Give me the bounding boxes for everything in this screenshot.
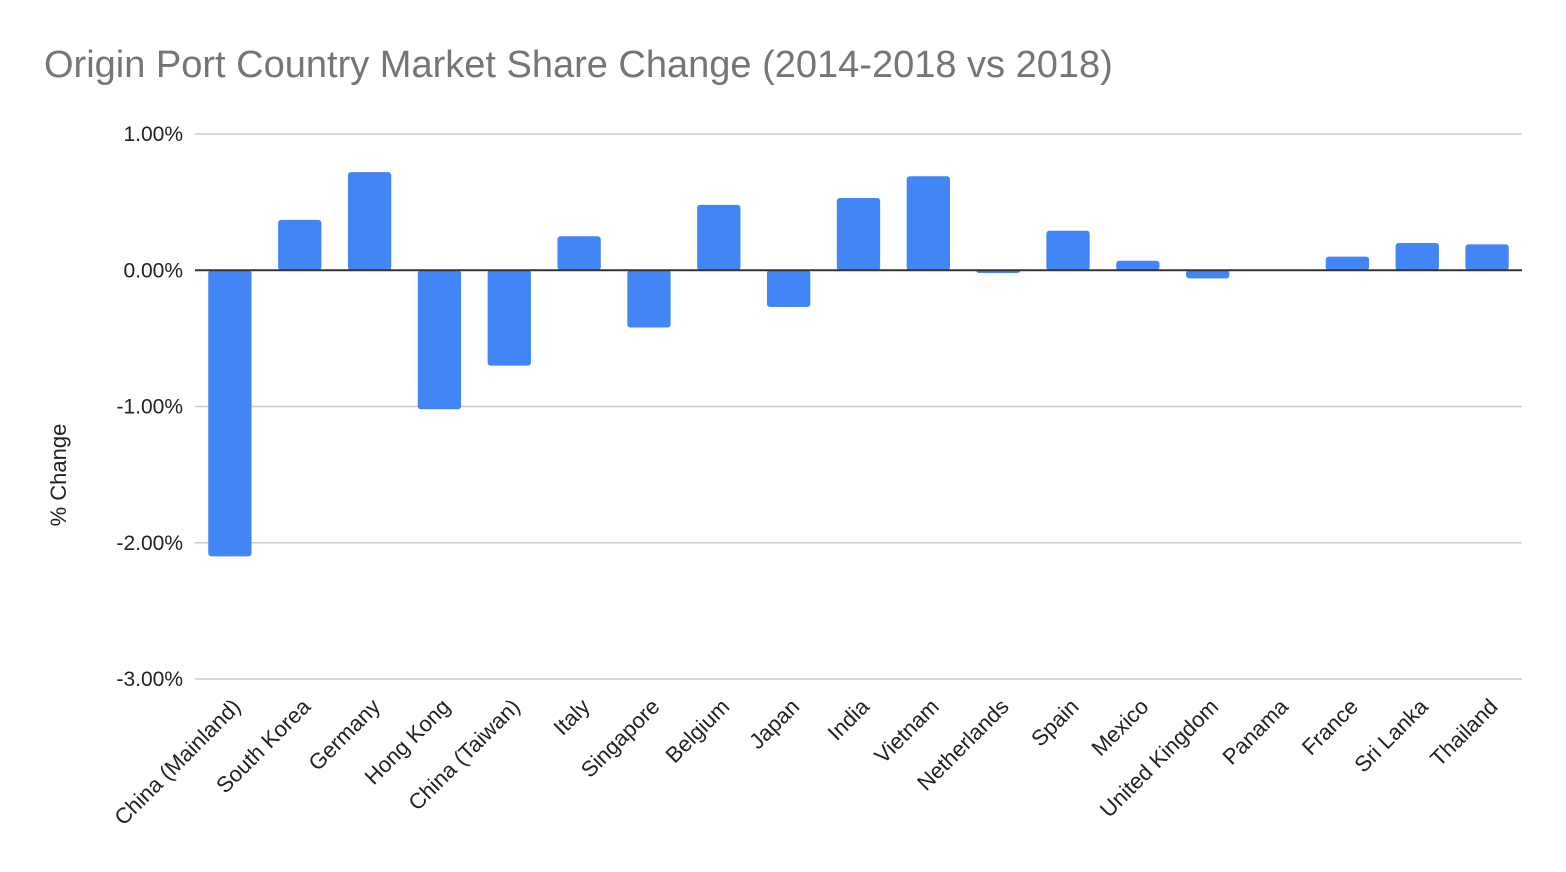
x-category-label: Mexico bbox=[1086, 694, 1153, 761]
bar-vietnam bbox=[906, 176, 950, 271]
y-tick-label: -2.00% bbox=[116, 532, 183, 555]
x-category-label: Belgium bbox=[660, 694, 734, 768]
chart-title: Origin Port Country Market Share Change … bbox=[44, 44, 1113, 86]
bar-hong-kong bbox=[417, 270, 462, 410]
y-tick-label: 1.00% bbox=[123, 123, 183, 146]
bar-sri-lanka bbox=[1395, 243, 1439, 271]
bar-france bbox=[1325, 256, 1370, 271]
bar-belgium bbox=[697, 204, 741, 271]
bar-germany bbox=[347, 172, 392, 271]
y-axis-title: % Change bbox=[46, 424, 71, 527]
x-category-label: France bbox=[1297, 694, 1363, 760]
bar-india bbox=[836, 198, 881, 271]
x-category-label: Thailand bbox=[1425, 694, 1502, 771]
bars bbox=[208, 172, 1509, 557]
bar-south-korea bbox=[278, 219, 322, 271]
gridlines bbox=[195, 133, 1522, 680]
bar-mexico bbox=[1116, 260, 1160, 271]
x-category-label: China (Mainland) bbox=[109, 694, 245, 830]
bar-singapore bbox=[627, 270, 671, 328]
x-category-label: Japan bbox=[744, 694, 804, 754]
x-category-label: Panama bbox=[1217, 693, 1293, 769]
y-tick-label: -3.00% bbox=[116, 668, 183, 691]
x-category-label: Italy bbox=[548, 694, 594, 740]
bar-italy bbox=[557, 236, 601, 271]
x-category-label: Spain bbox=[1026, 694, 1083, 751]
y-tick-label: -1.00% bbox=[116, 396, 183, 419]
y-tick-label: 0.00% bbox=[123, 259, 183, 282]
x-category-label: Sri Lanka bbox=[1349, 693, 1433, 777]
x-category-label: United Kingdom bbox=[1095, 694, 1223, 822]
bar-spain bbox=[1046, 230, 1090, 271]
x-category-label: India bbox=[823, 693, 875, 745]
bar-thailand bbox=[1465, 244, 1509, 271]
bar-china-taiwan bbox=[487, 270, 531, 366]
bar-china-mainland bbox=[208, 270, 252, 557]
y-axis-tick-labels: 1.00% 0.00% -1.00% -2.00% -3.00% bbox=[116, 123, 183, 691]
bar-japan bbox=[767, 270, 811, 308]
bar-united-kingdom bbox=[1186, 270, 1230, 279]
